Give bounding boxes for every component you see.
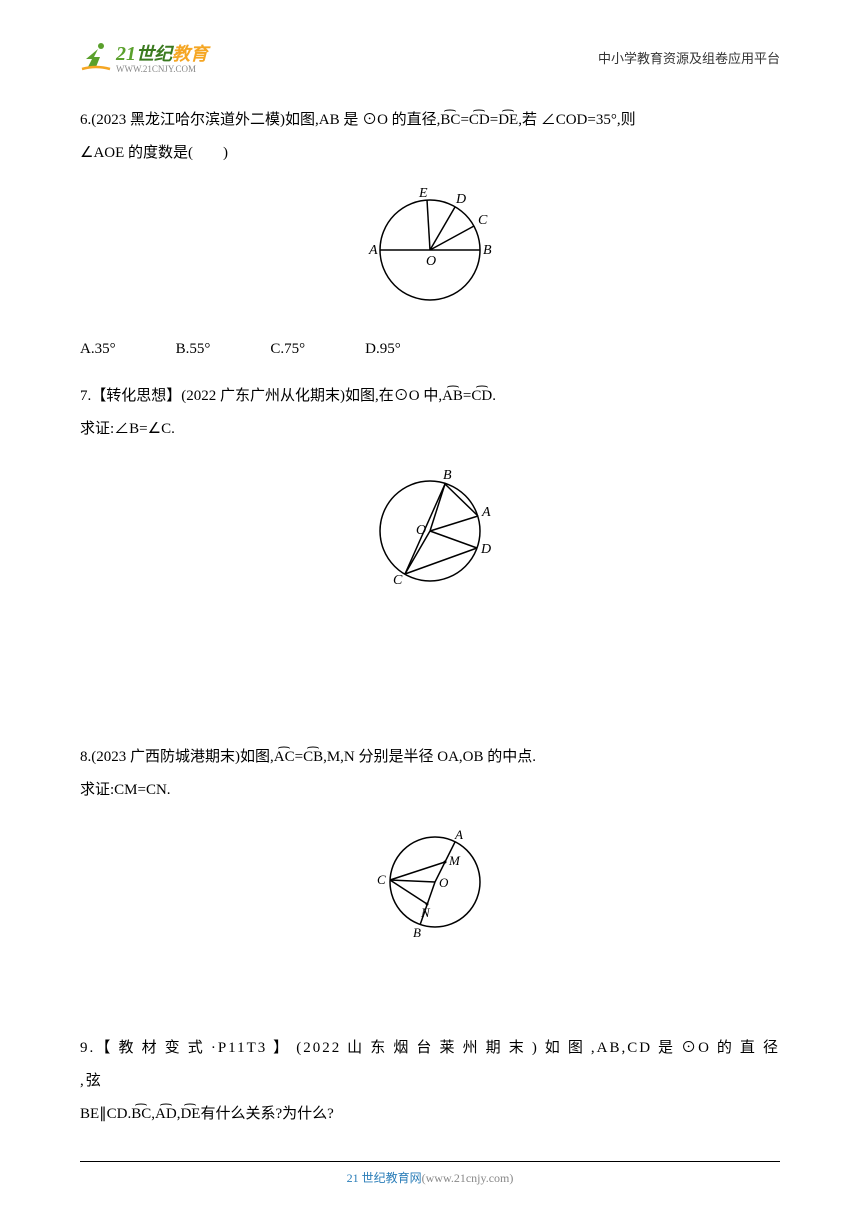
footer-rule <box>80 1161 780 1162</box>
footer-url: (www.21cnjy.com) <box>422 1171 514 1185</box>
q9-line1: 9.【 教 材 变 式 ·P11T3 】 (2022 山 东 烟 台 莱 州 期… <box>80 1032 780 1098</box>
q8-suffix: ,M,N 分别是半径 OA,OB 的中点. <box>323 749 536 765</box>
q7-circle-diagram: B A D C O <box>350 456 510 596</box>
content-area: 6.(2023 黑龙江哈尔滨道外二模)如图,AB 是 ⊙O 的直径,BC=CD=… <box>80 104 780 1131</box>
q9-l2a: BE∥CD. <box>80 1106 131 1122</box>
q6-opt-a: A.35° <box>80 333 116 366</box>
q8-label-o: O <box>439 875 449 890</box>
q6-suffix: ,若 ∠COD=35°,则 <box>518 112 635 128</box>
q7-figure: B A D C O <box>80 456 780 609</box>
q6-opt-c: C.75° <box>270 333 305 366</box>
q8-arc-cb: CB <box>303 741 323 774</box>
footer-text: 21 世纪教育网 <box>347 1171 422 1185</box>
q6-label-o: O <box>426 254 436 269</box>
q7-eq1: = <box>463 388 471 404</box>
q7-line2: 求证:∠B=∠C. <box>80 413 780 446</box>
q6-label-e: E <box>418 186 428 201</box>
q8-figure: A B C M N O <box>80 817 780 960</box>
q6-options: A.35° B.55° C.75° D.95° <box>80 333 780 366</box>
q8-label-a: A <box>454 827 463 842</box>
q8-line2: 求证:CM=CN. <box>80 774 780 807</box>
header-title: 中小学教育资源及组卷应用平台 <box>598 48 780 67</box>
q7-label-a: A <box>481 505 491 520</box>
q6-label-b: B <box>483 243 492 258</box>
logo-number: 21 <box>116 43 136 65</box>
q8-eq1: = <box>295 749 303 765</box>
q6-arc-bc: BC <box>440 104 460 137</box>
q8-line1: 8.(2023 广西防城港期末)如图,AC=CB,M,N 分别是半径 OA,OB… <box>80 741 780 774</box>
logo-text-block: 21世纪教育 WWW.21CNJY.COM <box>116 40 208 74</box>
q8-arc-ac: AC <box>274 741 295 774</box>
question-6: 6.(2023 黑龙江哈尔滨道外二模)如图,AB 是 ⊙O 的直径,BC=CD=… <box>80 104 780 366</box>
q9-l2b: 有什么关系?为什么? <box>200 1106 333 1122</box>
q8-prefix: 8.(2023 广西防城港期末)如图, <box>80 749 274 765</box>
q6-label-d: D <box>455 192 466 207</box>
q9-arc-ad: AD <box>155 1098 177 1131</box>
q6-prefix: 6.(2023 黑龙江哈尔滨道外二模)如图,AB 是 ⊙O 的直径, <box>80 112 440 128</box>
q7-line1: 7.【转化思想】(2022 广东广州从化期末)如图,在⊙O 中,AB=CD. <box>80 380 780 413</box>
question-9: 9.【 教 材 变 式 ·P11T3 】 (2022 山 东 烟 台 莱 州 期… <box>80 1032 780 1131</box>
q7-arc-ab: AB <box>442 380 463 413</box>
q7-label-c: C <box>393 573 403 588</box>
page-footer: 21 世纪教育网(www.21cnjy.com) <box>0 1169 860 1186</box>
q8-label-m: M <box>448 853 461 868</box>
q7-suffix: . <box>492 388 496 404</box>
q6-eq1: = <box>460 112 468 128</box>
q7-prefix: 7.【转化思想】(2022 广东广州从化期末)如图,在⊙O 中, <box>80 388 442 404</box>
q9-arc-de: DE <box>180 1098 200 1131</box>
q6-line2: ∠AOE 的度数是( ) <box>80 137 780 170</box>
q8-label-n: N <box>420 905 431 920</box>
logo-url: WWW.21CNJY.COM <box>116 64 208 74</box>
q7-label-b: B <box>443 468 452 483</box>
q8-label-c: C <box>377 872 386 887</box>
q6-arc-cd: CD <box>469 104 490 137</box>
q9-line2: BE∥CD.BC,AD,DE有什么关系?为什么? <box>80 1098 780 1131</box>
q8-circle-diagram: A B C M N O <box>355 817 505 947</box>
q6-arc-de: DE <box>498 104 518 137</box>
q7-label-o: O <box>416 523 426 538</box>
q6-label-a: A <box>368 243 378 258</box>
q6-line1: 6.(2023 黑龙江哈尔滨道外二模)如图,AB 是 ⊙O 的直径,BC=CD=… <box>80 104 780 137</box>
q7-arc-cd: CD <box>471 380 492 413</box>
q6-opt-b: B.55° <box>176 333 211 366</box>
q6-opt-d: D.95° <box>365 333 401 366</box>
question-7: 7.【转化思想】(2022 广东广州从化期末)如图,在⊙O 中,AB=CD. 求… <box>80 380 780 609</box>
page-header: 21世纪教育 WWW.21CNJY.COM 中小学教育资源及组卷应用平台 <box>80 40 780 74</box>
q9-arc-bc: BC <box>131 1098 151 1131</box>
spacing-gap-2 <box>80 972 780 1032</box>
q6-label-c: C <box>478 213 488 228</box>
q8-label-b: B <box>413 925 421 940</box>
q6-circle-diagram: A B C D E O <box>345 180 515 310</box>
spacing-gap-1 <box>80 621 780 741</box>
question-8: 8.(2023 广西防城港期末)如图,AC=CB,M,N 分别是半径 OA,OB… <box>80 741 780 960</box>
logo-text-en: 教育 <box>172 44 208 64</box>
q6-eq2: = <box>490 112 498 128</box>
logo: 21世纪教育 WWW.21CNJY.COM <box>80 40 208 74</box>
q7-label-d: D <box>480 542 491 557</box>
q6-figure: A B C D E O <box>80 180 780 323</box>
logo-runner-icon <box>80 41 112 73</box>
logo-text-zh: 世纪 <box>136 44 172 64</box>
